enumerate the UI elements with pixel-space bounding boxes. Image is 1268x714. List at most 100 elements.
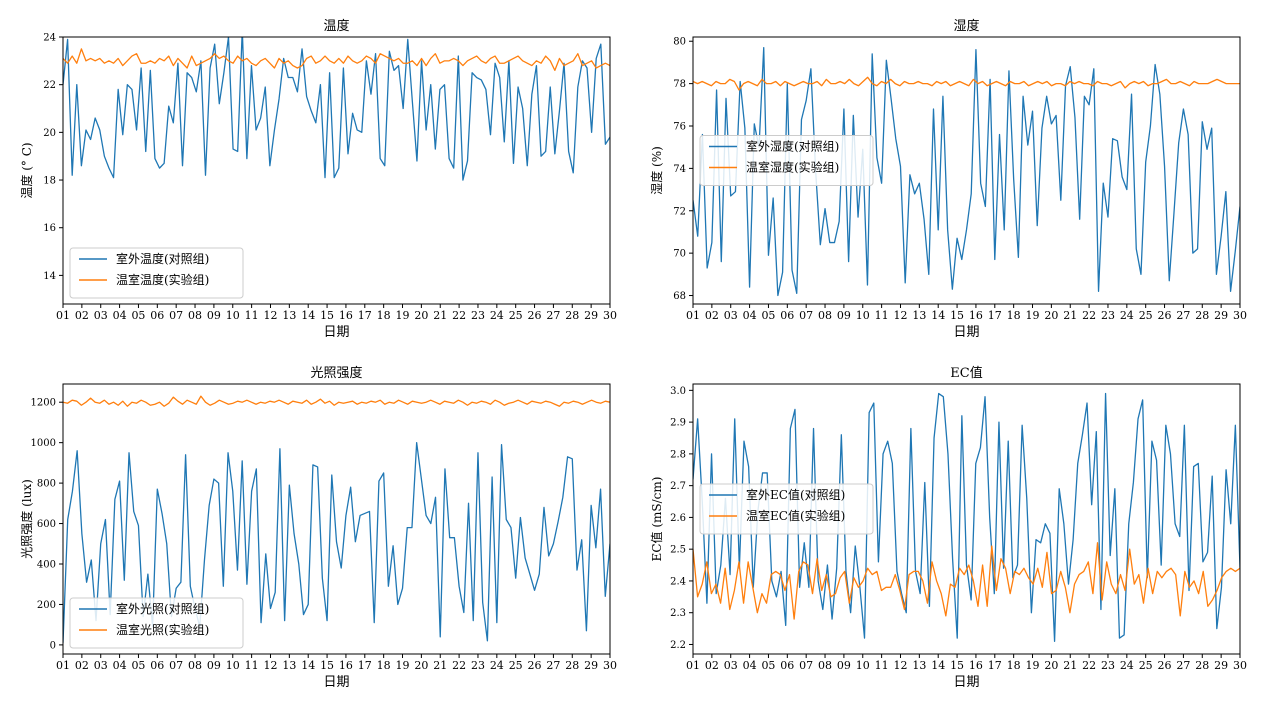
x-tick-label: 18 [1007,659,1021,672]
x-tick-label: 03 [724,309,738,322]
x-tick-label: 23 [1101,309,1115,322]
plot-frame-ec [692,383,1241,655]
x-tick-label: 06 [780,659,794,672]
y-axis-label-humidity: 湿度 (%) [649,146,664,195]
x-tick-label: 24 [1120,309,1134,322]
series-line-light-outdoor [63,441,610,643]
y-tick-label: 2.4 [670,576,686,587]
y-tick-label: 2.5 [670,545,686,556]
x-tick-label: 02 [705,659,719,672]
x-tick-label: 06 [780,309,794,322]
chart-title-ec: EC值 [950,365,982,381]
y-tick-label: 80 [673,37,686,48]
x-tick-label: 26 [1158,659,1172,672]
series-line-temperature-greenhouse [63,48,610,72]
x-tick-label: 27 [1176,659,1190,672]
x-tick-label: 04 [743,309,757,322]
x-tick-label: 27 [546,659,560,672]
x-axis-label-ec: 日期 [953,675,979,690]
x-tick-label: 25 [1139,659,1153,672]
legend-box [699,135,874,186]
x-tick-label: 14 [301,659,315,672]
y-tick-label: 18 [43,176,56,187]
y-tick-label: 400 [37,560,56,571]
y-tick-label: 70 [673,249,686,260]
x-tick-label: 01 [686,659,700,672]
x-tick-label: 09 [837,309,851,322]
x-tick-label: 18 [1007,309,1021,322]
x-tick-label: 17 [358,309,372,322]
x-tick-label: 29 [584,309,598,322]
x-tick-label: 07 [799,659,813,672]
legend-light: 室外光照(对照组) 温室光照(实验组) [69,597,244,649]
x-tick-label: 13 [282,309,296,322]
x-tick-label: 05 [131,659,145,672]
x-tick-label: 20 [1044,309,1058,322]
y-axis-label-temperature: 温度 (° C) [19,142,34,198]
x-tick-label: 10 [856,659,870,672]
y-tick-label: 0 [50,640,56,651]
x-tick-label: 05 [761,309,775,322]
x-tick-label: 17 [988,659,1002,672]
x-tick-label: 06 [150,659,164,672]
x-tick-label: 05 [131,309,145,322]
y-tick-label: 2.8 [670,449,686,460]
legend-box [69,247,244,299]
x-tick-label: 23 [471,309,485,322]
x-tick-label: 17 [988,309,1002,322]
x-tick-label: 22 [452,309,466,322]
x-tick-label: 21 [1063,659,1077,672]
x-tick-label: 19 [1026,309,1040,322]
y-tick-label: 24 [43,33,56,44]
legend-humidity: 室外湿度(对照组) 温室湿度(实验组) [699,135,874,186]
x-axis-label-light: 日期 [323,675,349,690]
x-tick-label: 16 [969,659,983,672]
x-tick-label: 15 [950,309,964,322]
chart-title-humidity: 湿度 [953,18,979,34]
legend-label: 室外温度(对照组) [116,251,209,266]
chart-humidity: 湿度 01 02 03 04 05 06 07 08 09 10 11 12 13 14 15 16 17 18 19… [649,18,1247,340]
x-tick-label: 03 [724,659,738,672]
x-tick-label: 18 [377,309,391,322]
y-tick-label: 22 [43,80,56,91]
x-tick-label: 16 [339,659,353,672]
y-tick-label: 14 [43,271,56,282]
x-tick-label: 28 [565,309,579,322]
legend-label: 室外光照(对照组) [116,601,209,616]
x-tick-label: 12 [893,659,907,672]
x-tick-label: 07 [169,659,183,672]
y-tick-label: 2.2 [670,640,686,651]
x-axis-label-humidity: 日期 [953,325,979,340]
x-tick-label: 23 [1101,659,1115,672]
x-tick-label: 14 [931,309,945,322]
y-tick-label: 78 [673,79,686,90]
x-tick-label: 01 [56,659,70,672]
x-tick-label: 02 [705,309,719,322]
x-tick-label: 02 [75,309,89,322]
x-tick-label: 10 [856,309,870,322]
x-tick-label: 19 [396,659,410,672]
x-tick-label: 06 [150,309,164,322]
x-tick-label: 08 [818,309,832,322]
x-tick-label: 22 [1082,309,1096,322]
y-tick-label: 2.7 [670,481,686,492]
plot-frame-light [62,383,611,655]
x-tick-label: 29 [1214,659,1228,672]
x-tick-label: 01 [686,309,700,322]
plot-frame-temperature [62,36,611,305]
x-tick-label: 09 [207,309,221,322]
x-tick-label: 09 [207,659,221,672]
y-tick-label: 800 [37,479,56,490]
x-tick-label: 02 [75,659,89,672]
x-tick-label: 10 [226,309,240,322]
x-tick-label: 16 [969,309,983,322]
y-tick-label: 16 [43,223,56,234]
series-line-ec-outdoor [693,392,1240,642]
chart-title-light: 光照强度 [310,365,362,381]
legend-label: 室外EC值(对照组) [746,487,845,502]
x-tick-label: 30 [603,659,617,672]
x-tick-label: 17 [358,659,372,672]
x-tick-label: 26 [528,309,542,322]
x-tick-label: 24 [490,659,504,672]
x-tick-label: 20 [1044,659,1058,672]
